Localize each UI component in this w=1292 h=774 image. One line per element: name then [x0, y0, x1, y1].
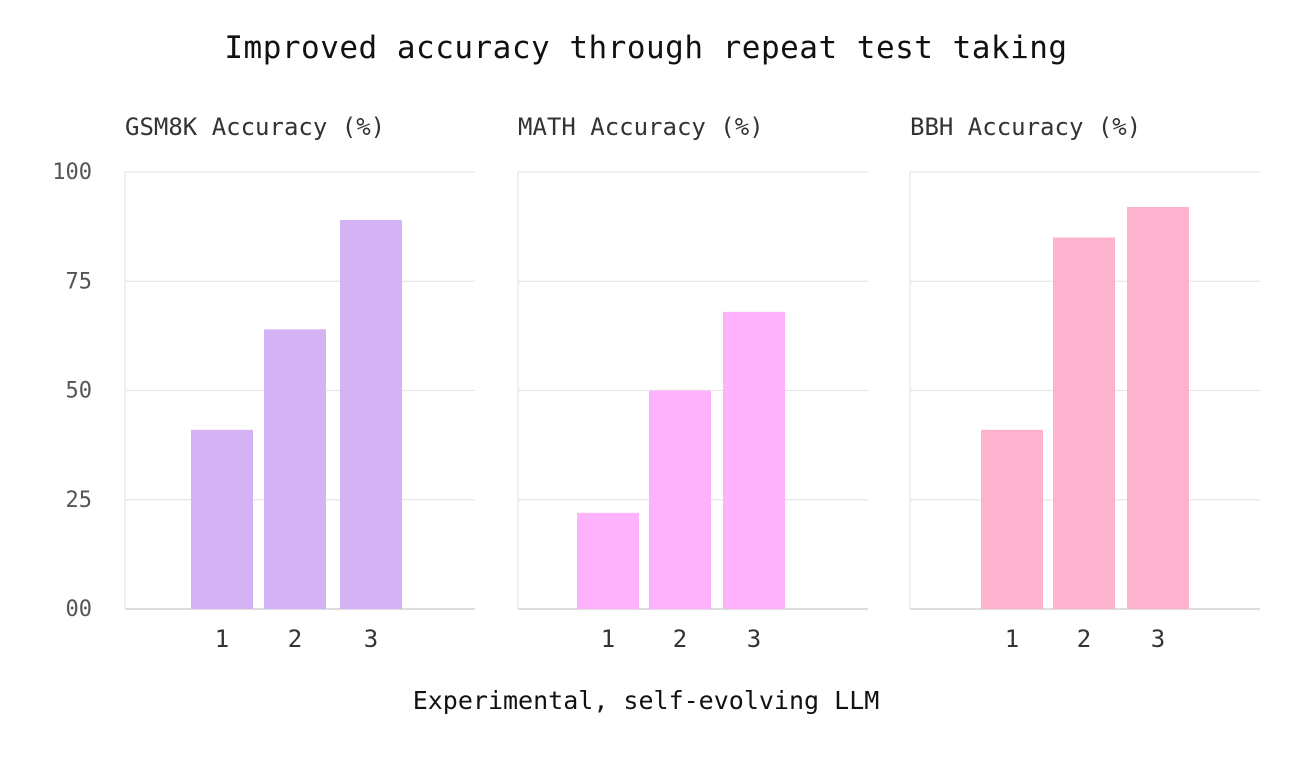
x-tick-label: 2	[288, 625, 302, 653]
x-tick-label: 3	[747, 625, 761, 653]
bar	[723, 311, 785, 609]
panel-title: MATH Accuracy (%)	[518, 113, 764, 141]
bar	[1127, 206, 1189, 609]
y-tick-label: 50	[66, 379, 93, 404]
x-tick-label: 3	[364, 625, 378, 653]
x-tick-label: 1	[1005, 625, 1019, 653]
bar	[577, 512, 639, 609]
panel-title: GSM8K Accuracy (%)	[125, 113, 385, 141]
bar	[264, 329, 326, 609]
bar	[340, 220, 402, 609]
x-tick-label: 3	[1151, 625, 1165, 653]
x-tick-label: 2	[673, 625, 687, 653]
x-axis-caption: Experimental, self-evolving LLM	[412, 686, 880, 715]
x-tick-label: 1	[601, 625, 615, 653]
x-tick-label: 1	[215, 625, 229, 653]
y-tick-label: 75	[66, 269, 93, 294]
bar	[981, 429, 1043, 609]
bar	[191, 429, 253, 609]
x-tick-label: 2	[1077, 625, 1091, 653]
chart-panel-3: BBH Accuracy (%) 1 2 3	[909, 113, 1260, 653]
y-tick-label: 00	[66, 597, 93, 622]
bar	[1053, 237, 1115, 610]
chart-panel-2: MATH Accuracy (%) 1 2 3	[517, 113, 868, 653]
chart-panel-1: GSM8K Accuracy (%) 00 25 50 75 100 1 2 3	[52, 113, 475, 653]
y-tick-label: 25	[66, 488, 93, 513]
y-tick-label: 100	[52, 160, 92, 185]
chart-title: Improved accuracy through repeat test ta…	[224, 30, 1068, 66]
bar	[649, 390, 711, 609]
panel-title: BBH Accuracy (%)	[910, 113, 1141, 141]
